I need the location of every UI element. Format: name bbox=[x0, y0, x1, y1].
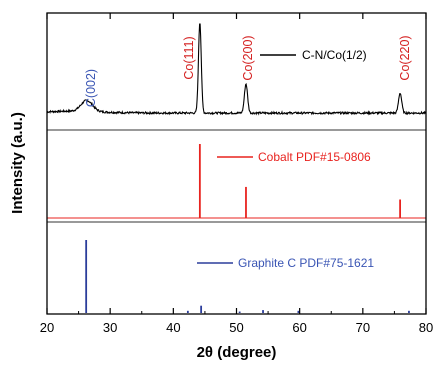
legend-label: Graphite C PDF#75-1621 bbox=[238, 256, 374, 270]
peak-label: Co(200) bbox=[241, 35, 255, 80]
legend-label: Cobalt PDF#15-0806 bbox=[258, 150, 371, 164]
peak-label: Co(111) bbox=[182, 36, 196, 79]
x-tick-label: 40 bbox=[166, 320, 180, 335]
plot-series bbox=[46, 23, 427, 313]
peak-labels: C(002) Co(111) Co(200) Co(220) bbox=[84, 35, 412, 107]
x-tick-label: 70 bbox=[356, 320, 370, 335]
peak-label: Co(220) bbox=[398, 35, 412, 80]
x-tick-label: 60 bbox=[292, 320, 306, 335]
x-tick-label: 80 bbox=[419, 320, 433, 335]
x-tick-label: 20 bbox=[40, 320, 54, 335]
x-tick-label: 30 bbox=[103, 320, 117, 335]
x-axis-title: 2θ (degree) bbox=[197, 344, 277, 361]
legend-label: C-N/Co(1/2) bbox=[302, 48, 367, 62]
peak-label: C(002) bbox=[84, 69, 98, 107]
x-tick-label: 50 bbox=[229, 320, 243, 335]
x-axis-ticks: 20 30 40 50 60 70 80 bbox=[40, 13, 433, 335]
series-cn-co-line bbox=[46, 23, 427, 116]
legends: C-N/Co(1/2) Cobalt PDF#15-0806 Graphite C … bbox=[197, 48, 374, 270]
y-axis-title: Intensity (a.u.) bbox=[9, 112, 26, 214]
panel-separators bbox=[47, 129, 426, 223]
